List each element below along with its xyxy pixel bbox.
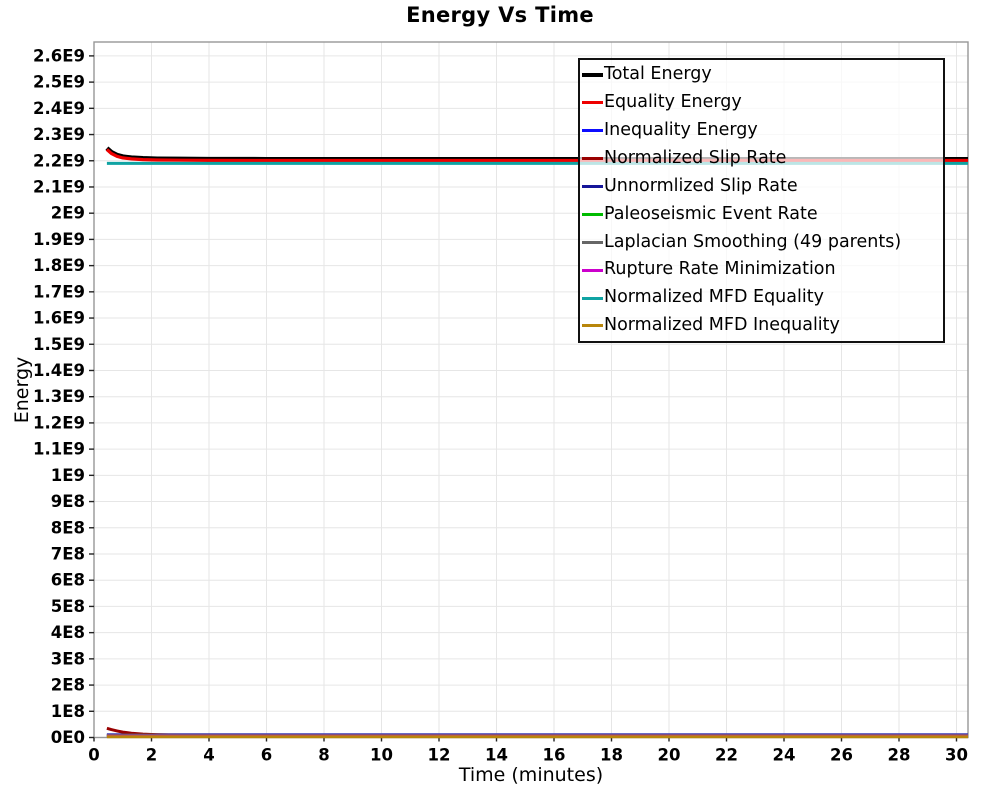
legend-item-equality-energy: Equality Energy — [582, 94, 941, 112]
y-tick-label: 2.1E9 — [33, 177, 85, 196]
x-tick-label: 24 — [773, 746, 796, 765]
y-tick-label: 5E8 — [51, 597, 85, 616]
y-tick-label: 1.7E9 — [33, 282, 85, 301]
y-tick-label: 3E8 — [51, 649, 85, 668]
y-tick-label: 2.2E9 — [33, 151, 85, 170]
y-tick-label: 1.2E9 — [33, 413, 85, 432]
legend-item-normalized-mfd-inequality: Normalized MFD Inequality — [582, 317, 941, 335]
y-tick-label: 1.9E9 — [33, 230, 85, 249]
legend-item-paleoseismic-event-rate: Paleoseismic Event Rate — [582, 203, 941, 224]
legend-label: Laplacian Smoothing (49 parents) — [604, 231, 902, 252]
y-tick-label: 2.4E9 — [33, 99, 85, 118]
legend-label: Paleoseismic Event Rate — [604, 203, 818, 224]
legend-item-inequality-energy: Inequality Energy — [582, 119, 941, 140]
legend-line-swatch — [582, 185, 603, 188]
x-tick-label: 28 — [888, 746, 911, 765]
y-tick-label: 1E8 — [51, 702, 85, 721]
legend-label: Total Energy — [604, 64, 712, 85]
y-axis-title: Energy — [11, 356, 33, 424]
legend-item-laplacian-smoothing-49-parents: Laplacian Smoothing (49 parents) — [582, 231, 941, 252]
y-tick-label: 1.4E9 — [33, 361, 85, 380]
y-tick-label: 2E9 — [51, 204, 85, 223]
legend-line-swatch — [582, 72, 603, 77]
y-tick-label: 0E0 — [51, 728, 85, 747]
y-tick-label: 6E8 — [51, 571, 85, 590]
legend-label: Rupture Rate Minimization — [604, 259, 836, 280]
x-tick-label: 4 — [203, 746, 214, 765]
legend-line-swatch — [582, 212, 603, 216]
x-tick-label: 8 — [318, 746, 329, 765]
y-tick-label: 8E8 — [51, 518, 85, 537]
y-tick-label: 9E8 — [51, 492, 85, 511]
x-tick-label: 14 — [485, 746, 508, 765]
legend-item-normalized-slip-rate: Normalized Slip Rate — [582, 147, 941, 168]
y-tick-label: 2.5E9 — [33, 73, 85, 92]
legend-label: Normalized Slip Rate — [604, 147, 787, 168]
legend-item-unnormlized-slip-rate: Unnormlized Slip Rate — [582, 175, 941, 196]
x-axis-title: Time (minutes) — [458, 764, 604, 786]
x-tick-label: 16 — [543, 746, 566, 765]
legend-line-swatch — [582, 296, 603, 300]
y-tick-label: 1.8E9 — [33, 256, 85, 275]
y-tick-label: 1.5E9 — [33, 335, 85, 354]
x-tick-label: 2 — [146, 746, 157, 765]
legend-label: Unnormlized Slip Rate — [604, 175, 798, 196]
y-tick-labels: 0E0 1E8 2E8 3E8 4E8 5E8 6E8 7E8 8E8 9E8 1E9 1.1E9 1.… — [33, 46, 85, 747]
legend-line-swatch — [582, 157, 603, 161]
y-tick-label: 1.3E9 — [33, 387, 85, 406]
legend-line-swatch — [582, 324, 603, 328]
x-tick-label: 22 — [715, 746, 738, 765]
legend-box: Total Energy Equality Energy Inequality En… — [578, 58, 945, 343]
legend-label: Inequality Energy — [604, 119, 758, 140]
y-tick-label: 2.3E9 — [33, 125, 85, 144]
y-tick-label: 1.1E9 — [33, 440, 85, 459]
y-tick-label: 1E9 — [51, 466, 85, 485]
x-tick-label: 18 — [600, 746, 623, 765]
legend-item-rupture-rate-minimization: Rupture Rate Minimization — [582, 261, 941, 279]
legend-label: Normalized MFD Inequality — [604, 315, 840, 336]
legend-label: Normalized MFD Equality — [604, 287, 824, 308]
legend-line-swatch — [582, 240, 603, 244]
legend-label: Equality Energy — [604, 92, 742, 113]
x-tick-labels: 0 2 4 6 8 10 12 14 16 18 20 22 24 26 28 30 — [88, 746, 968, 765]
y-tick-label: 1.6E9 — [33, 309, 85, 328]
x-tick-label: 12 — [428, 746, 451, 765]
y-tick-label: 2E8 — [51, 676, 85, 695]
y-tick-label: 7E8 — [51, 544, 85, 563]
x-tick-label: 6 — [261, 746, 272, 765]
legend-item-normalized-mfd-equality: Normalized MFD Equality — [582, 289, 941, 307]
x-tick-label: 26 — [830, 746, 853, 765]
legend-line-swatch — [582, 268, 603, 272]
x-tick-label: 0 — [88, 746, 99, 765]
chart-title: Energy Vs Time — [406, 3, 594, 27]
y-tick-label: 4E8 — [51, 623, 85, 642]
x-tick-label: 30 — [945, 746, 968, 765]
y-tick-label: 2.6E9 — [33, 46, 85, 65]
legend-line-swatch — [582, 101, 603, 105]
legend-line-swatch — [582, 129, 603, 133]
legend-item-total-energy: Total Energy — [582, 66, 941, 84]
x-tick-label: 20 — [658, 746, 681, 765]
x-tick-label: 10 — [370, 746, 393, 765]
